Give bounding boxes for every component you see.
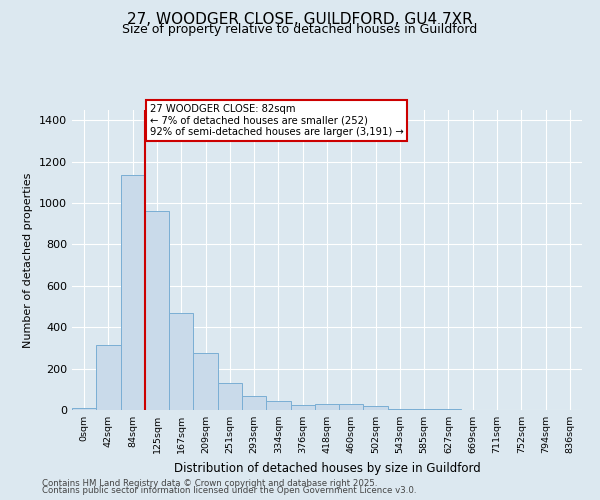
Text: Size of property relative to detached houses in Guildford: Size of property relative to detached ho… — [122, 22, 478, 36]
Bar — [169, 313, 193, 410]
Bar — [412, 409, 436, 410]
Bar — [145, 212, 169, 410]
Bar — [388, 409, 412, 410]
Bar — [72, 408, 96, 410]
Bar — [290, 405, 315, 410]
Text: Contains HM Land Registry data © Crown copyright and database right 2025.: Contains HM Land Registry data © Crown c… — [42, 478, 377, 488]
Bar — [193, 353, 218, 410]
Text: Contains public sector information licensed under the Open Government Licence v3: Contains public sector information licen… — [42, 486, 416, 495]
Y-axis label: Number of detached properties: Number of detached properties — [23, 172, 34, 348]
Text: 27, WOODGER CLOSE, GUILDFORD, GU4 7XR: 27, WOODGER CLOSE, GUILDFORD, GU4 7XR — [127, 12, 473, 28]
Bar — [315, 404, 339, 410]
Bar — [218, 383, 242, 410]
Bar — [121, 175, 145, 410]
Bar — [364, 406, 388, 410]
Bar — [242, 396, 266, 410]
Bar — [266, 400, 290, 410]
Bar — [339, 404, 364, 410]
Bar — [96, 345, 121, 410]
Text: 27 WOODGER CLOSE: 82sqm
← 7% of detached houses are smaller (252)
92% of semi-de: 27 WOODGER CLOSE: 82sqm ← 7% of detached… — [150, 104, 403, 137]
X-axis label: Distribution of detached houses by size in Guildford: Distribution of detached houses by size … — [173, 462, 481, 474]
